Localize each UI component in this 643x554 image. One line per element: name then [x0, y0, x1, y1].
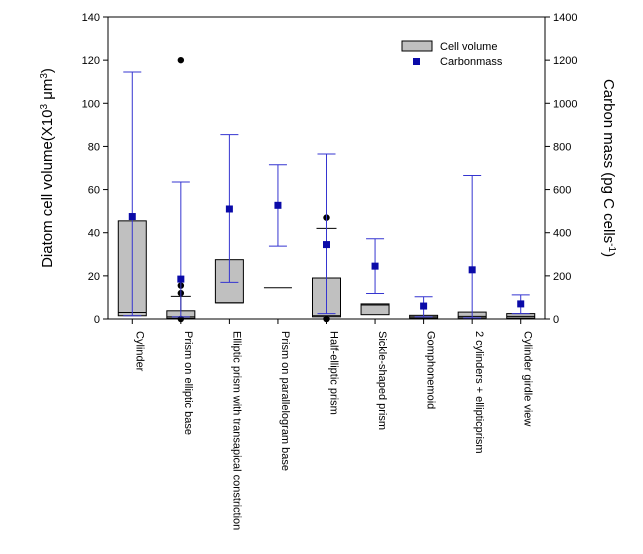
left-axis-title-part: μm	[39, 79, 56, 104]
left-tick-label: 0	[94, 314, 100, 326]
category-label: Elliptic prism with transapical constric…	[230, 331, 242, 530]
carbon-mass-point	[371, 262, 379, 270]
left-tick-label: 140	[82, 12, 100, 24]
right-tick-label: 800	[553, 141, 571, 153]
legend-label-carbonmass: Carbonmass	[440, 56, 503, 68]
carbon-mass-group	[463, 175, 482, 319]
category-label: Prism on parallelogram base	[279, 331, 291, 471]
carbon-mass-group	[317, 153, 336, 315]
right-axis-title-part: )	[600, 252, 617, 257]
carbon-mass-group	[220, 134, 239, 283]
left-axis-title: Diatom cell volume(X103 μm3)	[39, 68, 57, 268]
category-label: Sickle-shaped prism	[376, 331, 388, 430]
left-tick-label: 60	[88, 185, 100, 197]
legend-swatch-cell-volume	[401, 40, 433, 52]
carbon-mass-group	[123, 71, 142, 317]
carbon-mass-point	[128, 213, 136, 221]
carbon-mass-point	[468, 266, 476, 274]
carbon-mass-point	[323, 241, 330, 249]
left-axis-title-part: 3	[39, 73, 50, 79]
carbon-mass-point	[177, 275, 185, 283]
right-tick-label: 0	[553, 314, 559, 326]
cell-volume-box	[506, 313, 536, 319]
right-axis-title: Carbon mass (pg C cells-1)	[600, 79, 618, 257]
right-tick-label: 200	[553, 271, 571, 283]
outlier-point	[177, 315, 185, 323]
box-group	[360, 303, 390, 316]
category-label: Cylinder	[133, 331, 145, 372]
category-label: Cylinder girdle view	[522, 331, 534, 426]
legend: Cell volume Carbonmass	[401, 40, 503, 68]
legend-label-cell-volume: Cell volume	[440, 41, 497, 53]
left-tick-label: 20	[88, 271, 100, 283]
left-tick-label: 120	[82, 55, 100, 67]
outlier-point	[323, 315, 330, 323]
carbon-mass-group	[171, 181, 190, 318]
cell-volume-box	[360, 303, 390, 316]
carbon-mass-group	[414, 296, 433, 318]
category-label: 2 cylinders + ellipticprism	[473, 331, 485, 454]
right-tick-label: 400	[553, 228, 571, 240]
left-axis-title-part: 3	[39, 104, 50, 110]
left-tick-label: 40	[88, 228, 100, 240]
right-axis-title-part: -1	[607, 243, 618, 252]
category-label: Gomphonemoid	[425, 331, 437, 409]
right-tick-label: 1000	[553, 98, 577, 110]
right-axis-title-part: Carbon mass (pg C cells	[600, 79, 617, 243]
category-label: Half-elliptic prism	[328, 331, 340, 415]
carbon-mass-group	[366, 238, 385, 295]
carbon-mass-point	[420, 302, 428, 310]
carbon-mass-group	[268, 164, 287, 247]
carbon-mass-group	[511, 294, 530, 315]
right-tick-label: 600	[553, 185, 571, 197]
right-tick-label: 1400	[553, 12, 577, 24]
legend-swatch-carbonmass	[413, 58, 420, 65]
box-group	[506, 313, 536, 319]
outlier-point	[177, 56, 185, 64]
carbon-mass-point	[225, 205, 233, 213]
left-tick-label: 100	[82, 98, 100, 110]
carbon-mass-point	[517, 300, 525, 308]
carbon-mass-point	[274, 201, 282, 209]
right-tick-label: 1200	[553, 55, 577, 67]
category-label: Prism on elliptic base	[182, 331, 194, 435]
left-tick-label: 80	[88, 141, 100, 153]
left-axis-title-part: )	[39, 68, 56, 73]
left-axis-title-part: Diatom cell volume(X10	[39, 110, 56, 268]
